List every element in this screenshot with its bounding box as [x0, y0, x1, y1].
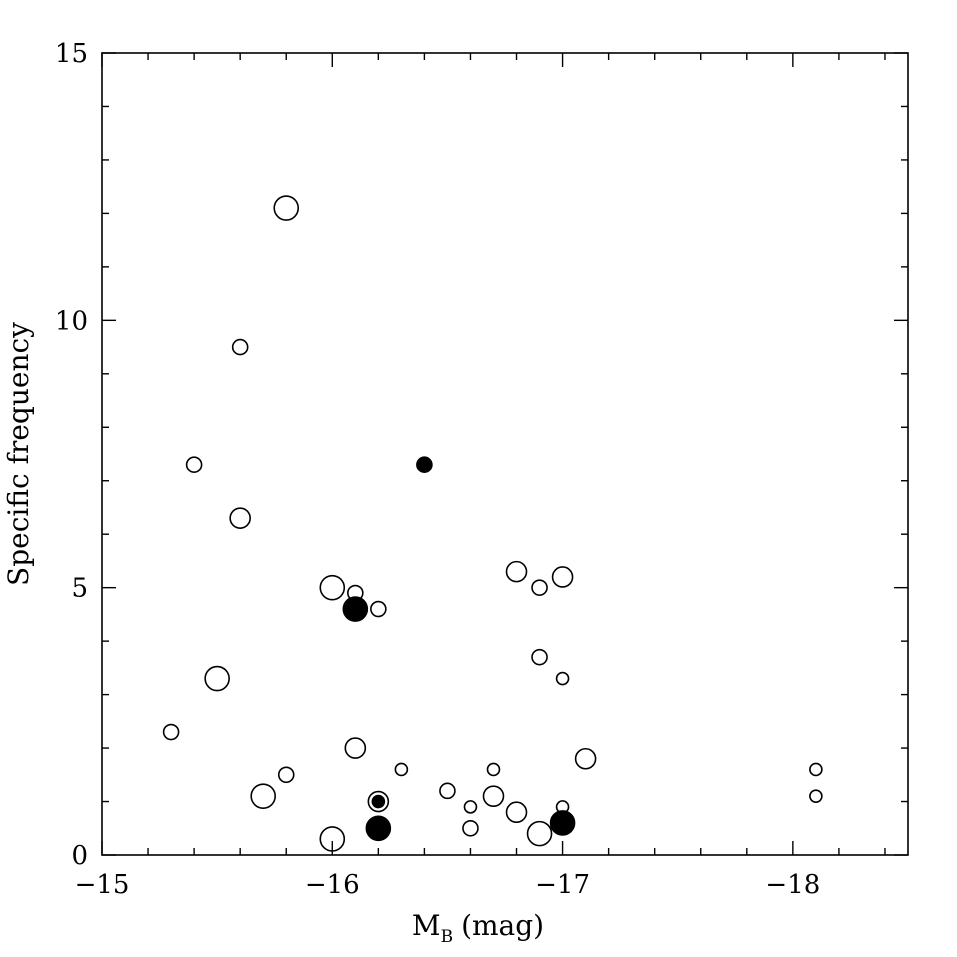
- open-data-point: [273, 195, 300, 221]
- open-data-point: [229, 507, 251, 529]
- open-data-point: [531, 648, 548, 666]
- open-data-point: [531, 579, 548, 596]
- filled-data-point: [342, 596, 369, 622]
- y-tick-label: 0: [71, 841, 88, 871]
- filled-data-point: [371, 794, 386, 809]
- open-data-point: [551, 566, 574, 588]
- open-data-point: [162, 723, 180, 741]
- open-data-point: [277, 766, 295, 784]
- axis-tick-labels: −15 −16 −17 −18 0 5 10 15: [55, 39, 820, 900]
- x-tick-label: −18: [765, 870, 820, 900]
- y-tick-label: 15: [55, 39, 88, 69]
- x-tick-label: −15: [75, 870, 130, 900]
- axis-ticks: [101, 52, 908, 856]
- open-data-point: [344, 737, 367, 759]
- y-axis-label: Specific frequency: [2, 322, 35, 586]
- open-data-point: [185, 456, 203, 473]
- open-data-point: [462, 819, 479, 837]
- open-data-point: [394, 762, 409, 777]
- open-data-point: [231, 338, 249, 356]
- open-data-point: [809, 762, 823, 777]
- open-data-point: [482, 785, 505, 807]
- open-data-point: [319, 574, 346, 601]
- y-tick-label: 5: [71, 574, 88, 604]
- x-tick-label: −16: [305, 870, 360, 900]
- open-data-point: [486, 762, 501, 777]
- open-data-point: [370, 600, 387, 618]
- x-tick-label: −17: [535, 870, 590, 900]
- open-data-point: [555, 671, 570, 686]
- open-data-point: [367, 790, 390, 813]
- open-data-point: [505, 801, 528, 824]
- open-data-point: [439, 782, 456, 800]
- plot-frame: [101, 52, 909, 856]
- open-data-point: [526, 820, 553, 847]
- data-points: [162, 195, 823, 852]
- open-data-point: [319, 826, 346, 852]
- open-data-point: [250, 783, 277, 809]
- open-data-point: [809, 789, 823, 803]
- open-data-point: [574, 747, 597, 770]
- filled-data-point: [416, 456, 433, 473]
- open-data-point: [505, 560, 528, 583]
- filled-data-point: [365, 815, 392, 842]
- filled-data-point: [549, 810, 576, 836]
- open-data-point: [204, 665, 230, 692]
- open-data-point: [463, 800, 478, 814]
- x-axis-label: MB (mag): [412, 909, 544, 947]
- y-tick-label: 10: [55, 306, 88, 336]
